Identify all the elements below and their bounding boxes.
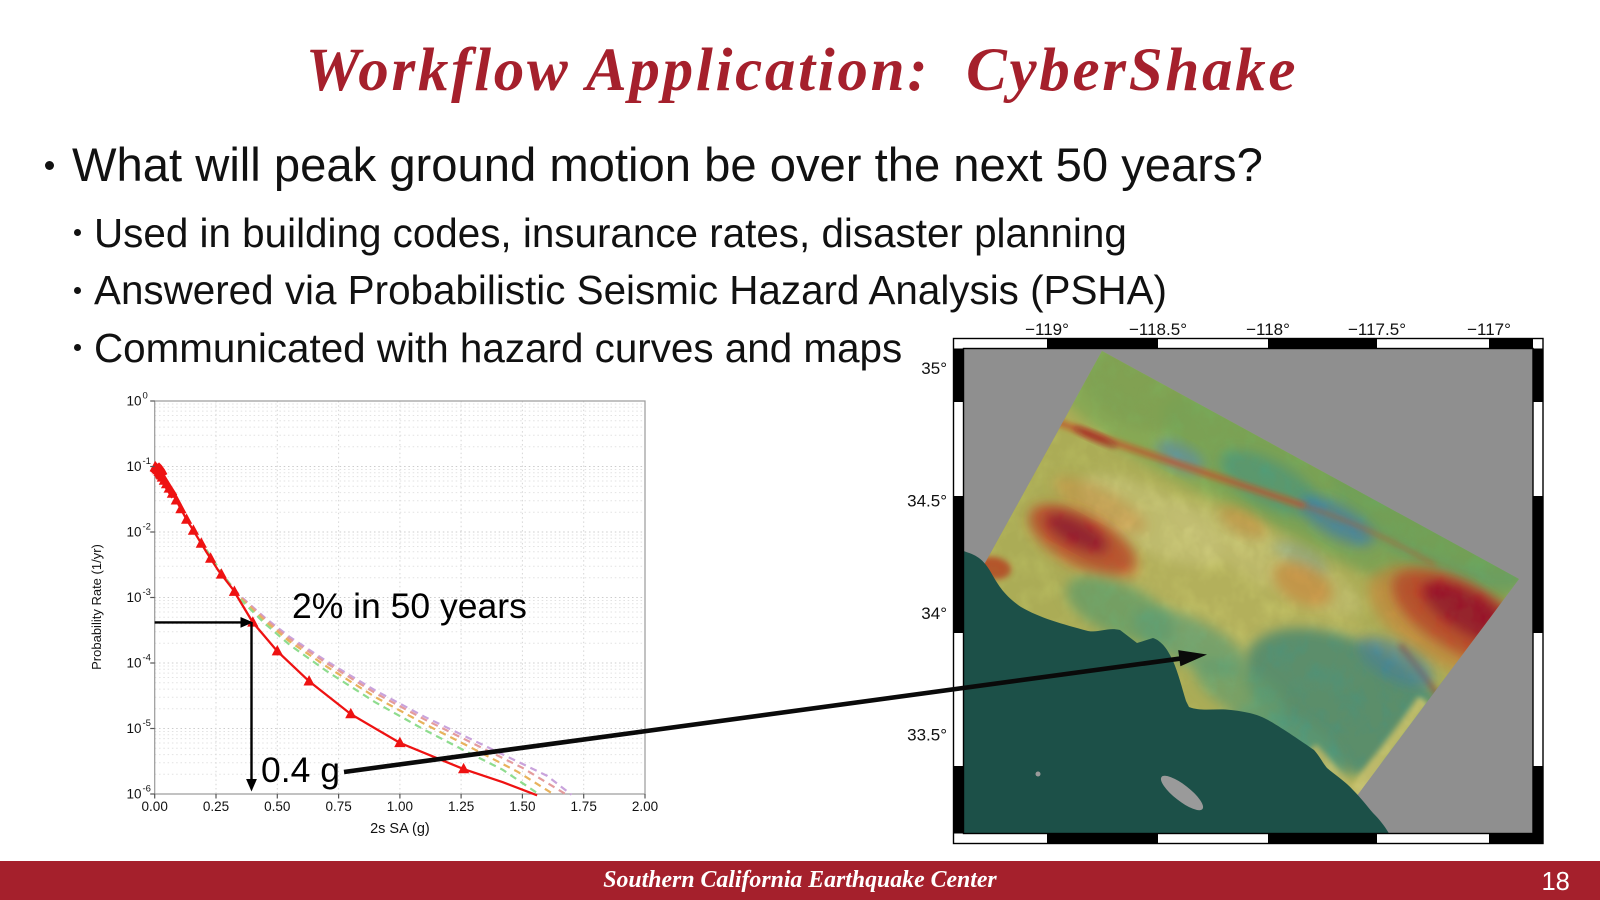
svg-text:-5: -5 [143, 718, 151, 729]
svg-text:1.50: 1.50 [509, 799, 535, 814]
svg-text:10: 10 [126, 656, 141, 671]
svg-text:0.25: 0.25 [203, 799, 229, 814]
svg-text:-2: -2 [143, 522, 151, 533]
svg-text:1.25: 1.25 [448, 799, 474, 814]
svg-text:33.5°: 33.5° [907, 726, 947, 745]
svg-text:−119°: −119° [1025, 320, 1069, 339]
svg-text:10: 10 [126, 394, 141, 409]
svg-text:0: 0 [143, 391, 148, 402]
svg-text:−118.5°: −118.5° [1129, 320, 1187, 339]
svg-text:Probability Rate (1/yr): Probability Rate (1/yr) [89, 544, 104, 670]
svg-text:0.4 g: 0.4 g [261, 750, 340, 790]
svg-text:1.00: 1.00 [387, 799, 413, 814]
svg-text:-3: -3 [143, 587, 151, 598]
svg-text:−118°: −118° [1246, 320, 1290, 339]
svg-text:10: 10 [126, 721, 141, 736]
svg-text:34°: 34° [921, 604, 947, 623]
svg-text:34.5°: 34.5° [907, 492, 947, 511]
svg-text:0.75: 0.75 [325, 799, 351, 814]
svg-text:35°: 35° [921, 359, 947, 378]
svg-text:10: 10 [126, 590, 141, 605]
svg-text:0.50: 0.50 [264, 799, 290, 814]
svg-text:1.75: 1.75 [571, 799, 597, 814]
svg-text:2% in 50 years: 2% in 50 years [292, 586, 527, 626]
svg-text:2.00: 2.00 [632, 799, 658, 814]
svg-text:10: 10 [126, 525, 141, 540]
svg-text:-1: -1 [143, 456, 151, 467]
svg-text:-4: -4 [143, 653, 151, 664]
svg-text:−117.5°: −117.5° [1348, 320, 1406, 339]
svg-text:0.00: 0.00 [142, 799, 168, 814]
svg-text:2s SA (g): 2s SA (g) [370, 821, 430, 837]
svg-text:10: 10 [126, 459, 141, 474]
svg-text:-6: -6 [143, 784, 151, 795]
svg-text:−117°: −117° [1467, 320, 1511, 339]
svg-text:10: 10 [126, 787, 141, 802]
